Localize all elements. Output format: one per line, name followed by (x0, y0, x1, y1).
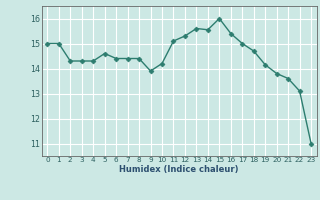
X-axis label: Humidex (Indice chaleur): Humidex (Indice chaleur) (119, 165, 239, 174)
